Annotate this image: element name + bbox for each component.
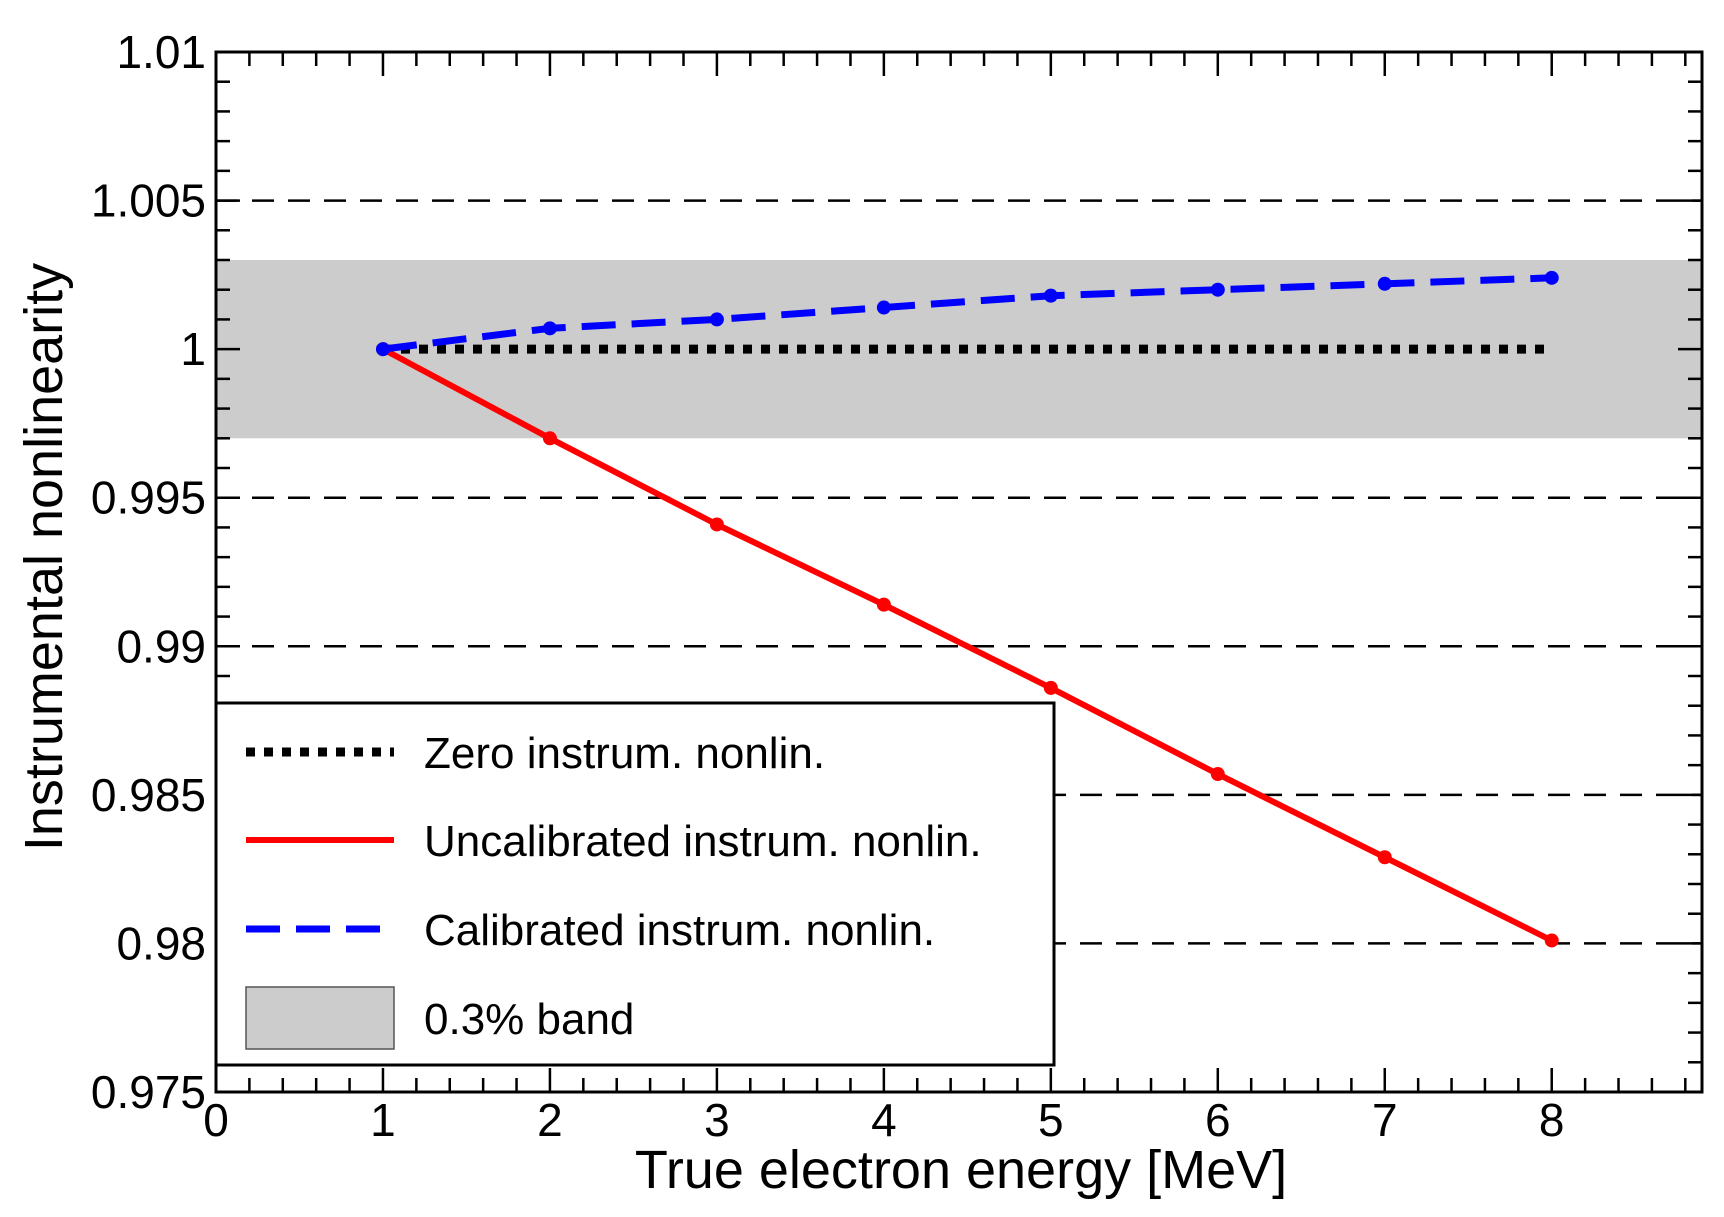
y-tick-label: 1.005 (91, 175, 206, 227)
data-point (876, 597, 891, 612)
legend-label: Zero instrum. nonlin. (424, 729, 825, 778)
x-tick-label: 2 (537, 1094, 563, 1146)
x-tick-label: 8 (1539, 1094, 1565, 1146)
data-point (1544, 270, 1559, 285)
data-point (1210, 282, 1225, 297)
x-tick-label: 7 (1372, 1094, 1398, 1146)
x-tick-label: 5 (1038, 1094, 1064, 1146)
data-point (876, 300, 891, 315)
data-point (1043, 288, 1058, 303)
legend-label: Calibrated instrum. nonlin. (424, 906, 935, 955)
plot-frame (214, 50, 1704, 1094)
legend: Zero instrum. nonlin. Uncalibrated instru… (214, 701, 1056, 1067)
legend-swatch-band (245, 986, 395, 1050)
tick-label-layer: 0.975 0.98 0.985 0.99 0.995 1 1.005 1.01 0 1 2 3 4 5 6… (91, 26, 1565, 1146)
y-tick-label: 1.01 (116, 26, 206, 78)
y-tick-label: 0.995 (91, 472, 206, 524)
x-tick-label: 4 (871, 1094, 897, 1146)
data-point (709, 312, 724, 327)
x-tick-label: 1 (370, 1094, 396, 1146)
y-tick-label: 0.98 (116, 917, 206, 969)
legend-label: 0.3% band (424, 995, 634, 1044)
grid-layer (216, 199, 1702, 945)
data-point (542, 321, 557, 336)
legend-label: Uncalibrated instrum. nonlin. (424, 817, 982, 866)
y-tick-label: 0.985 (91, 769, 206, 821)
y-tick-label: 0.99 (116, 620, 206, 672)
data-point (1377, 276, 1392, 291)
x-tick-label: 0 (203, 1094, 229, 1146)
data-point (709, 517, 724, 532)
x-tick-label: 6 (1205, 1094, 1231, 1146)
y-tick-label: 1 (180, 323, 206, 375)
series-line-calibrated-instrum-nonlin (382, 274, 1552, 353)
series-line-uncalibrated-instrum-nonlin (381, 346, 1554, 944)
y-tick-label: 0.975 (91, 1066, 206, 1118)
x-tick-label: 3 (704, 1094, 730, 1146)
data-point (375, 342, 390, 357)
data-point (1210, 767, 1225, 782)
data-point (1544, 933, 1559, 948)
data-point (1043, 680, 1058, 695)
legend-entries: Zero instrum. nonlin. Uncalibrated instru… (245, 729, 982, 1050)
x-axis-title: True electron energy [MeV] (635, 1140, 1287, 1200)
data-point (1377, 850, 1392, 865)
series-layer (375, 270, 1559, 948)
y-axis-title: Instrumental nonlinearity (14, 263, 74, 851)
data-point (542, 431, 557, 446)
